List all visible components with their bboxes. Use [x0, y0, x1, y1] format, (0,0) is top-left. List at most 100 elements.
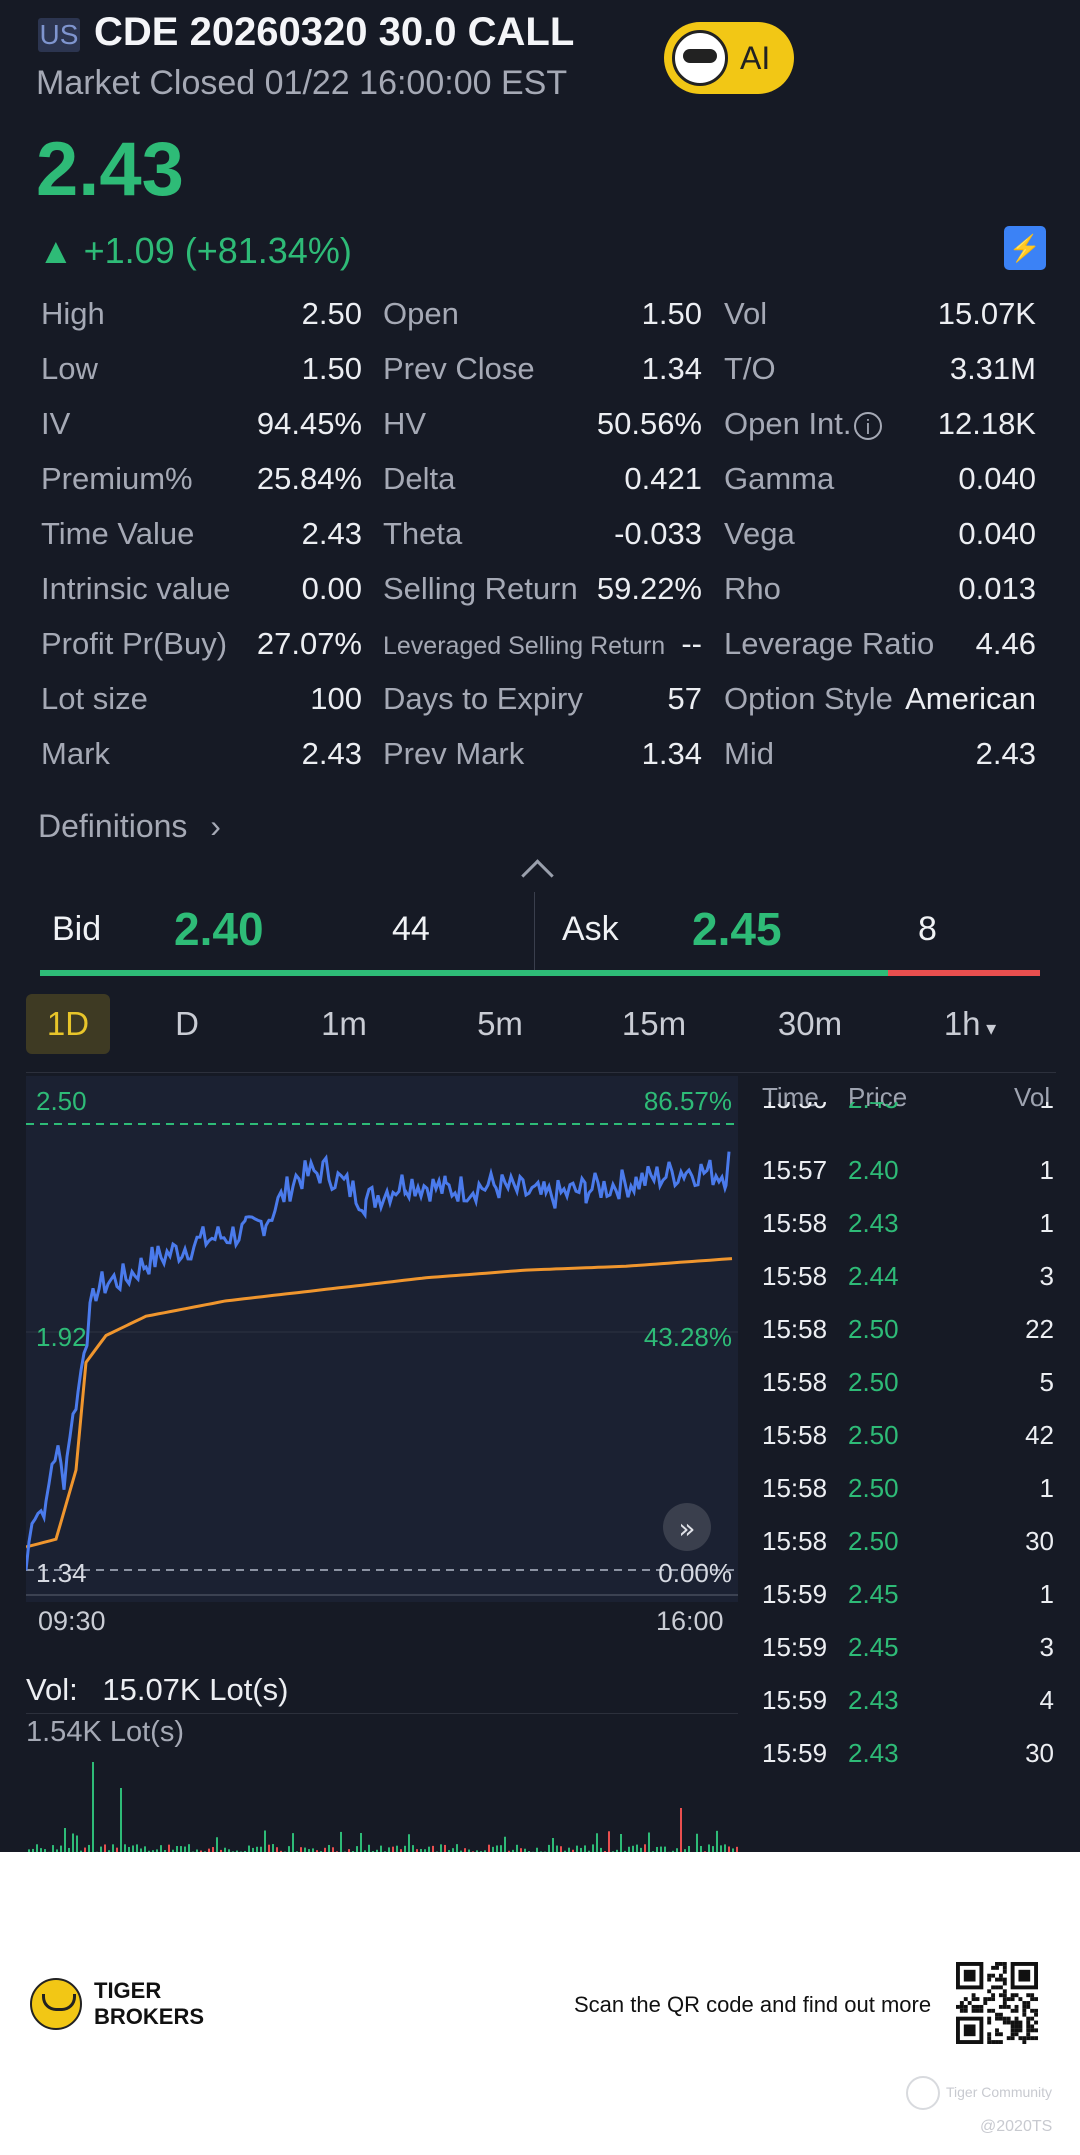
share-footer: TIGER BROKERS Scan the QR code and find …: [0, 1852, 1080, 2155]
volume-bar: [596, 1833, 598, 1852]
volume-bar: [400, 1849, 402, 1852]
tab-1m[interactable]: 1m: [302, 994, 386, 1054]
stats-row: Time Value 2.43 Theta -0.033 Vega 0.040: [0, 516, 1080, 571]
volume-bar: [408, 1834, 410, 1852]
stat-value: 2.43: [301, 736, 362, 771]
trade-time: 15:59: [762, 1685, 828, 1715]
trade-vol: 1: [1039, 1473, 1054, 1503]
tab-1h[interactable]: 1h ▾: [928, 994, 1012, 1054]
volume-bar: [688, 1846, 690, 1852]
tab-label: 30m: [777, 1005, 843, 1042]
tab-1d[interactable]: 1D: [26, 994, 110, 1054]
volume-bar: [720, 1845, 722, 1852]
stat-label: Option Style: [724, 681, 893, 716]
volume-bar: [452, 1848, 454, 1852]
trade-time: 15:58: [762, 1420, 828, 1450]
volume-bar: [84, 1847, 86, 1852]
tiger-logo-icon: [30, 1978, 82, 2030]
stat-value: 2.50: [301, 296, 362, 331]
stat-value: American: [905, 681, 1036, 716]
price-change: ▲ +1.09 (+81.34%): [38, 230, 352, 271]
volume-bar: [552, 1837, 554, 1852]
tab-30m[interactable]: 30m: [768, 994, 852, 1054]
stat-label: Prev Mark: [383, 736, 525, 771]
volume-bar: [152, 1850, 154, 1852]
volume-chart: [28, 1762, 738, 1852]
info-icon[interactable]: i: [848, 406, 882, 461]
volume-bar: [68, 1847, 70, 1852]
volume-bar: [540, 1851, 542, 1852]
stat-label: HV: [383, 406, 427, 441]
trade-row: 15:59 2.43 30: [762, 1738, 1054, 1778]
stat-label: Leverage Ratio: [724, 626, 935, 661]
watermark: Tiger Community: [946, 2084, 1053, 2100]
stats-row: Profit Pr(Buy) 27.07% Leveraged Selling Re…: [0, 626, 1080, 681]
definitions-link[interactable]: Definitions ›: [38, 808, 221, 845]
trades-header-price: Price: [848, 1082, 908, 1112]
volume-bar: [520, 1848, 522, 1852]
volume-bar: [648, 1832, 650, 1852]
stat-label: Open: [383, 296, 459, 331]
pct-label-low: 0.00%: [658, 1558, 732, 1588]
volume-bar: [488, 1844, 490, 1852]
trade-price: 2.43: [848, 1685, 899, 1715]
volume-bar: [88, 1844, 90, 1852]
volume-bar: [496, 1845, 498, 1852]
volume-bar: [108, 1850, 110, 1852]
trade-time: 15:58: [762, 1261, 828, 1291]
volume-bar: [360, 1832, 362, 1852]
volume-bar: [524, 1848, 526, 1852]
volume-bar: [512, 1849, 514, 1852]
volume-bar: [528, 1851, 530, 1852]
volume-bar: [300, 1847, 302, 1852]
trade-vol: 3: [1039, 1261, 1054, 1291]
ask-label: Ask: [562, 910, 619, 948]
ai-assistant-button[interactable]: AI: [664, 22, 794, 94]
volume-bar: [604, 1851, 606, 1852]
volume-bar: [548, 1844, 550, 1852]
qr-code-icon[interactable]: [956, 1962, 1038, 2044]
tab-15m[interactable]: 15m: [612, 994, 696, 1054]
community-logo-icon: [906, 2076, 940, 2110]
trade-row: 15:58 2.50 5: [762, 1367, 1054, 1407]
trade-time: 15:59: [762, 1738, 828, 1768]
volume-bar: [416, 1849, 418, 1852]
trade-price: 2.50: [848, 1526, 899, 1556]
stat-value: 27.07%: [256, 626, 362, 661]
author-handle: @2020TS: [980, 2118, 1053, 2135]
volume-bar: [292, 1833, 294, 1852]
volume-bar: [392, 1846, 394, 1852]
trade-price: 2.44: [848, 1261, 899, 1291]
divider: [26, 1713, 738, 1714]
stat-label: High: [41, 296, 105, 331]
trade-row: 15:58 2.50 22: [762, 1314, 1054, 1354]
volume-bar: [180, 1846, 182, 1852]
intraday-chart[interactable]: » 2.50 1.92 1.34 86.57% 43.28% 0.00%: [26, 1076, 738, 1616]
volume-bar: [632, 1845, 634, 1852]
volume-bar: [440, 1844, 442, 1852]
volume-bar: [476, 1850, 478, 1852]
bid-price: 2.40: [174, 903, 264, 955]
stat-label: Profit Pr(Buy): [41, 626, 228, 661]
tab-5m[interactable]: 5m: [458, 994, 542, 1054]
lightning-icon[interactable]: ⚡: [1004, 226, 1046, 270]
y-label-low: 1.34: [36, 1558, 87, 1588]
tab-d[interactable]: D: [145, 994, 229, 1054]
volume-bar: [608, 1831, 610, 1852]
volume-bar: [220, 1849, 222, 1852]
volume-bar: [736, 1846, 738, 1852]
volume-bar: [208, 1848, 210, 1852]
volume-bar: [288, 1846, 290, 1852]
trade-vol: 5: [1039, 1367, 1054, 1397]
tab-label: 1m: [321, 1005, 367, 1042]
stat-value: 15.07K: [937, 296, 1036, 331]
volume-bar: [612, 1851, 614, 1852]
volume-bar: [112, 1844, 114, 1852]
volume-bar: [412, 1845, 414, 1852]
stat-label: Leveraged Selling Return: [383, 632, 666, 660]
bid-qty: 44: [392, 910, 430, 948]
stat-label: Prev Close: [383, 351, 535, 386]
volume-bar: [148, 1850, 150, 1852]
trade-time: 15:58: [762, 1526, 828, 1556]
scroll-to-latest-button[interactable]: [663, 1503, 711, 1551]
